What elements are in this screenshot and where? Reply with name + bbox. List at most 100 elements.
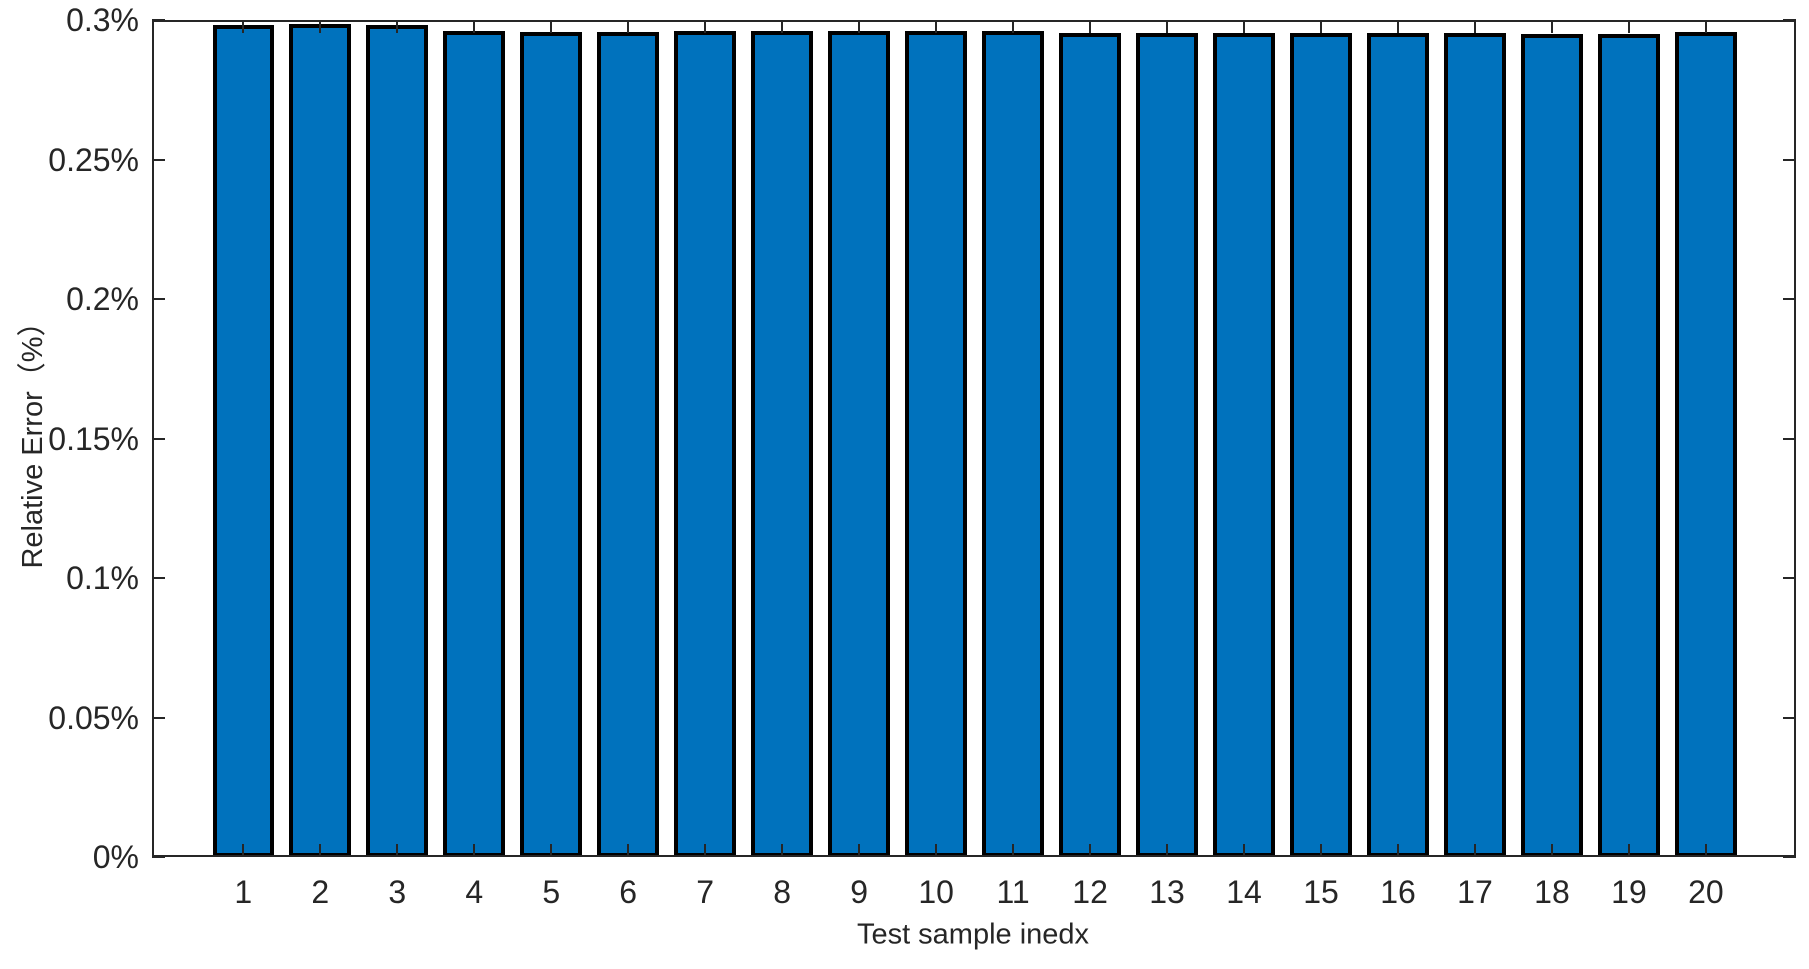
bar <box>366 24 429 857</box>
x-tick-mark-top <box>242 20 245 33</box>
x-tick-mark <box>1320 844 1323 857</box>
y-tick-label: 0.25% <box>48 141 139 178</box>
x-tick-label: 17 <box>1457 874 1493 910</box>
x-tick-mark <box>1089 844 1092 857</box>
x-tick-mark <box>396 844 399 857</box>
x-tick-label: 12 <box>1072 874 1108 910</box>
x-tick-mark <box>550 844 553 857</box>
bar <box>905 31 967 857</box>
x-tick-label: 6 <box>619 874 638 910</box>
y-tick-mark-right <box>1783 298 1796 300</box>
x-tick-label: 1 <box>234 874 253 910</box>
y-tick-mark-right <box>1783 856 1796 858</box>
y-tick-mark <box>152 856 165 858</box>
x-tick-mark <box>1627 844 1630 857</box>
x-tick-label: 5 <box>542 874 561 910</box>
x-tick-mark <box>627 844 630 857</box>
y-tick-mark-right <box>1783 437 1796 440</box>
x-tick-label: 3 <box>388 874 407 910</box>
y-tick-mark <box>152 437 165 440</box>
bar <box>828 31 890 857</box>
x-tick-label: 18 <box>1534 874 1570 910</box>
x-tick-mark-top <box>858 20 861 33</box>
x-tick-label: 7 <box>696 874 715 910</box>
x-tick-label: 10 <box>918 874 954 910</box>
bar <box>443 30 506 857</box>
x-tick-mark <box>1704 844 1707 857</box>
x-tick-mark <box>1473 844 1476 857</box>
y-tick-mark <box>152 577 165 579</box>
x-tick-mark <box>1550 844 1553 857</box>
y-tick-mark-right <box>1783 19 1796 21</box>
y-tick-label: 0.05% <box>48 699 139 736</box>
x-tick-mark <box>781 844 784 857</box>
bar <box>289 24 352 857</box>
bar <box>1367 33 1429 857</box>
x-tick-mark <box>242 844 245 857</box>
bar <box>1521 33 1583 857</box>
bar <box>597 31 659 857</box>
x-tick-label: 20 <box>1688 874 1724 910</box>
y-tick-mark <box>152 298 165 300</box>
x-tick-label: 11 <box>996 874 1030 910</box>
x-tick-mark <box>473 844 476 857</box>
x-tick-mark-top <box>473 20 476 33</box>
bar <box>1444 33 1506 857</box>
x-tick-label: 4 <box>465 874 484 910</box>
x-tick-label: 19 <box>1611 874 1647 910</box>
x-tick-label: 9 <box>850 874 869 910</box>
x-tick-mark <box>1397 844 1399 857</box>
x-tick-mark-top <box>627 20 630 33</box>
x-tick-mark-top <box>319 20 322 33</box>
x-tick-mark-top <box>396 20 399 33</box>
x-tick-mark <box>1012 844 1015 857</box>
x-tick-mark <box>858 844 861 857</box>
bar <box>674 31 736 857</box>
bar <box>982 31 1044 857</box>
x-tick-mark-top <box>1397 20 1399 33</box>
x-tick-mark <box>704 844 707 857</box>
y-tick-mark-right <box>1783 716 1796 719</box>
x-tick-label: 14 <box>1226 874 1262 910</box>
bar <box>1213 32 1275 857</box>
x-tick-mark-top <box>1012 20 1015 33</box>
x-tick-mark-top <box>1166 20 1169 33</box>
x-tick-mark-top <box>1320 20 1323 33</box>
x-tick-label: 13 <box>1149 874 1185 910</box>
bar <box>1136 32 1198 857</box>
x-tick-mark-top <box>935 20 938 33</box>
x-axis-label: Test sample inedx <box>856 918 1090 951</box>
y-tick-label: 0% <box>92 839 139 875</box>
x-tick-label: 16 <box>1380 874 1416 910</box>
x-tick-mark-top <box>1089 20 1092 33</box>
bar <box>520 31 582 857</box>
y-tick-mark <box>152 716 165 719</box>
bar <box>1290 33 1352 857</box>
x-tick-mark-top <box>704 20 707 33</box>
y-tick-label: 0.2% <box>66 281 139 317</box>
bar <box>1675 31 1737 857</box>
x-tick-label: 8 <box>773 874 792 910</box>
y-tick-mark-right <box>1783 158 1796 161</box>
y-tick-label: 0.15% <box>48 420 139 457</box>
x-tick-mark-top <box>1473 20 1476 33</box>
x-tick-mark <box>935 844 938 857</box>
bar <box>751 31 813 857</box>
y-tick-mark-right <box>1783 577 1796 579</box>
bar <box>1598 33 1660 857</box>
x-tick-mark <box>319 844 322 857</box>
y-tick-mark <box>152 19 165 21</box>
y-tick-mark <box>152 158 165 161</box>
x-tick-mark <box>1243 844 1246 857</box>
bar <box>212 24 275 857</box>
x-tick-label: 15 <box>1303 874 1339 910</box>
x-tick-mark-top <box>1627 20 1630 33</box>
x-tick-mark-top <box>1550 20 1553 33</box>
x-tick-mark-top <box>1243 20 1246 33</box>
bar <box>1059 32 1121 857</box>
x-tick-mark-top <box>781 20 784 33</box>
x-tick-mark <box>1166 844 1169 857</box>
x-tick-label: 2 <box>311 874 330 910</box>
x-tick-mark-top <box>550 20 553 33</box>
